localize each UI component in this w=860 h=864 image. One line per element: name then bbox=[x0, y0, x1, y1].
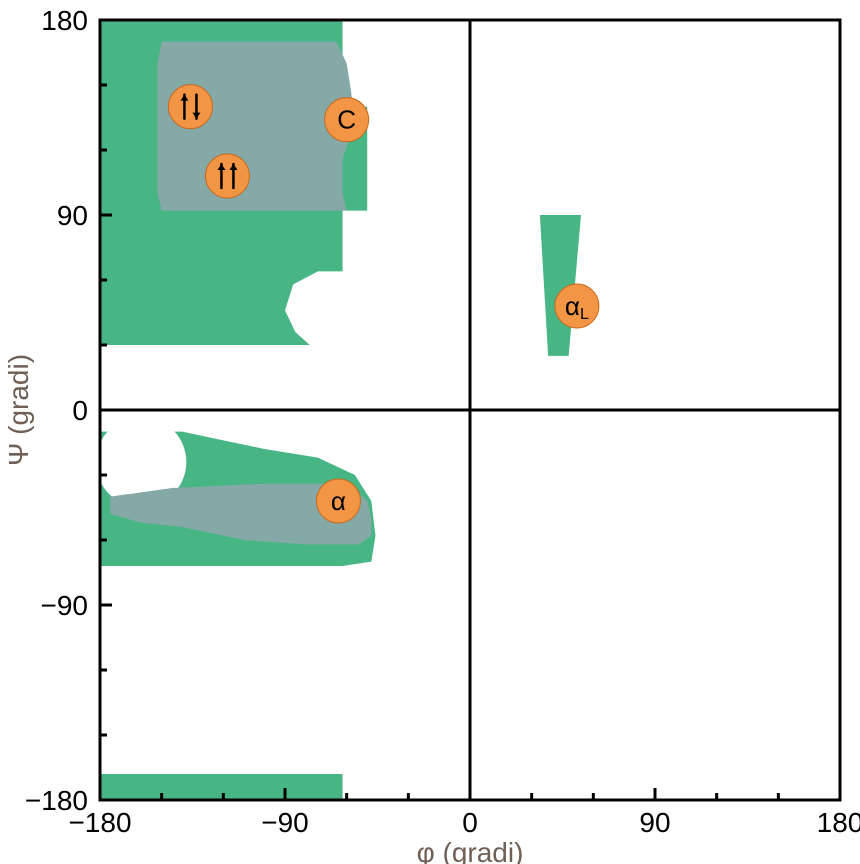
y-axis-label: Ψ (gradi) bbox=[3, 354, 34, 466]
marker-beta-para bbox=[205, 154, 249, 198]
plot-svg: −180−90090180−180−90090180φ (gradi)Ψ (gr… bbox=[0, 0, 860, 864]
y-tick-label: −90 bbox=[41, 590, 89, 621]
x-tick-label: 90 bbox=[639, 807, 670, 838]
x-axis-label: φ (gradi) bbox=[417, 837, 524, 864]
y-tick-label: −180 bbox=[25, 785, 88, 816]
marker-label: α bbox=[331, 486, 346, 516]
x-tick-label: −90 bbox=[261, 807, 309, 838]
y-tick-label: 0 bbox=[72, 395, 88, 426]
y-tick-label: 180 bbox=[41, 5, 88, 36]
y-tick-label: 90 bbox=[57, 200, 88, 231]
marker-label: C bbox=[337, 105, 356, 135]
ramachandran-plot: −180−90090180−180−90090180φ (gradi)Ψ (gr… bbox=[0, 0, 860, 864]
marker-alpha: α bbox=[316, 479, 360, 523]
y-axis-label-group: Ψ (gradi) bbox=[3, 354, 34, 466]
x-tick-label: 180 bbox=[817, 807, 860, 838]
marker-collagen: C bbox=[325, 98, 369, 142]
allowed-region bbox=[100, 774, 343, 800]
marker-beta-anti bbox=[168, 85, 212, 129]
marker-alpha-L: αL bbox=[555, 284, 599, 328]
x-tick-label: 0 bbox=[462, 807, 478, 838]
